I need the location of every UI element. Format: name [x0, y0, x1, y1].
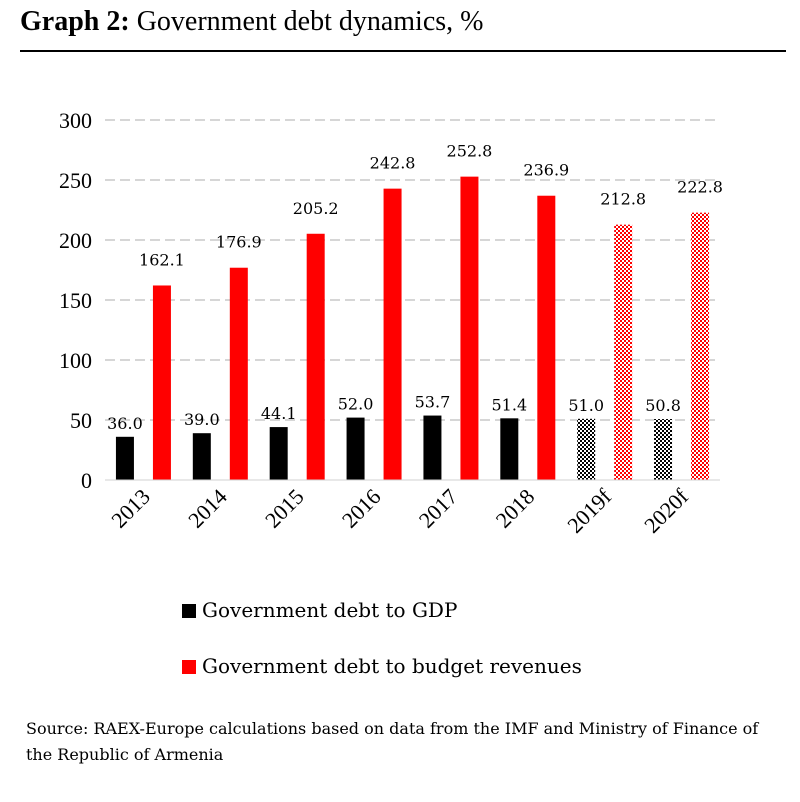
data-label-gdp-2020f: 50.8 — [645, 396, 681, 415]
bar-gdp-2019f — [577, 418, 596, 480]
data-label-revenues-2019f: 212.8 — [600, 190, 646, 209]
chart-title-text: Government debt dynamics, % — [136, 6, 484, 37]
bars — [115, 176, 710, 480]
x-tick-label: 2013 — [106, 484, 155, 533]
legend-swatch-revenues — [182, 660, 196, 674]
data-label-revenues-2017: 252.8 — [447, 142, 493, 161]
y-tick-label: 200 — [59, 228, 92, 253]
data-label-revenues-2016: 242.8 — [370, 154, 416, 173]
x-tick-label: 2015 — [260, 484, 309, 533]
bar-revenues-2017 — [460, 176, 479, 480]
bar-gdp-2017 — [423, 415, 442, 480]
bar-revenues-2014 — [229, 267, 248, 480]
data-label-gdp-2013: 36.0 — [107, 414, 143, 433]
y-tick-label: 100 — [59, 348, 92, 373]
bar-gdp-2018 — [500, 418, 519, 480]
bar-revenues-2019f — [614, 224, 633, 480]
y-axis: 0 50 100 150 200 250 300 — [59, 108, 92, 493]
data-label-revenues-2015: 205.2 — [293, 199, 339, 218]
x-tick-label: 2014 — [183, 484, 232, 533]
x-tick-label: 2016 — [337, 484, 386, 533]
bar-gdp-2016 — [346, 417, 365, 480]
data-label-gdp-2019f: 51.0 — [568, 396, 604, 415]
data-label-revenues-2013: 162.1 — [139, 250, 185, 269]
bar-gdp-2015 — [269, 427, 288, 480]
data-labels: 36.0 162.1 39.0 176.9 44.1 205.2 52.0 242.8 53.7… — [107, 142, 723, 433]
legend-label-gdp: Government debt to GDP — [202, 598, 458, 622]
x-tick-label: 2018 — [491, 484, 540, 533]
y-tick-label: 0 — [81, 468, 92, 493]
legend-item-gdp: Government debt to GDP — [182, 598, 457, 622]
y-tick-label: 150 — [59, 288, 92, 313]
bar-gdp-2013 — [115, 436, 134, 480]
legend-label-revenues: Government debt to budget revenues — [202, 654, 582, 678]
data-label-gdp-2015: 44.1 — [261, 404, 297, 423]
legend-item-revenues: Government debt to budget revenues — [182, 654, 582, 678]
bar-revenues-2015 — [306, 233, 325, 480]
x-axis: 2013 2014 2015 2016 2017 2018 2019f 2020f — [105, 479, 720, 538]
source-note: Source: RAEX-Europe calculations based o… — [26, 719, 759, 764]
x-tick-label: 2019f — [562, 483, 616, 537]
data-label-revenues-2018: 236.9 — [523, 161, 569, 180]
x-tick-label: 2017 — [414, 484, 463, 533]
y-tick-label: 250 — [59, 168, 92, 193]
bar-revenues-2020f — [691, 212, 710, 480]
data-label-revenues-2020f: 222.8 — [677, 178, 723, 197]
chart-title: Graph 2: Government debt dynamics, % — [20, 6, 484, 38]
bar-gdp-2014 — [192, 433, 211, 480]
data-label-gdp-2016: 52.0 — [338, 395, 374, 414]
title-underline — [20, 50, 786, 52]
data-label-gdp-2014: 39.0 — [184, 410, 220, 429]
bar-chart: 0 50 100 150 200 250 300 36.0 162.1 39.0 176.9 44.… — [59, 108, 723, 538]
x-tick-label: 2020f — [639, 483, 693, 537]
data-label-gdp-2017: 53.7 — [415, 393, 451, 412]
data-label-gdp-2018: 51.4 — [492, 395, 528, 414]
y-tick-label: 50 — [70, 408, 92, 433]
bar-gdp-2020f — [654, 419, 673, 480]
legend-swatch-gdp — [182, 604, 196, 618]
chart-title-label: Graph 2: — [20, 6, 130, 37]
bar-revenues-2018 — [537, 195, 556, 480]
data-label-revenues-2014: 176.9 — [216, 233, 262, 252]
bar-revenues-2016 — [383, 188, 402, 480]
y-tick-label: 300 — [59, 108, 92, 133]
bar-revenues-2013 — [152, 285, 171, 480]
